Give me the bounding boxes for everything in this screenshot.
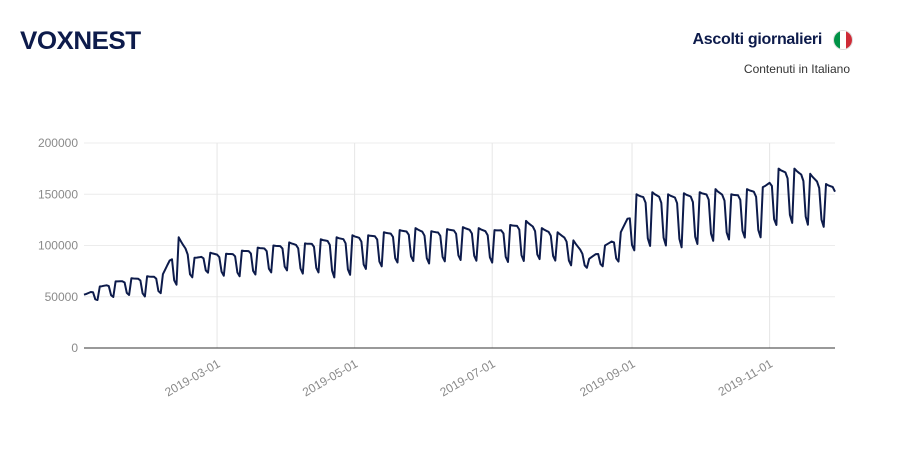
y-tick-label: 150000 <box>38 187 78 201</box>
y-axis-ticks: 0 50000 100000 150000 200000 <box>38 136 78 355</box>
x-tick-label: 2019-09-01 <box>577 356 637 399</box>
y-tick-label: 0 <box>71 341 78 355</box>
y-tick-label: 100000 <box>38 239 78 253</box>
flag-red-band <box>846 31 852 49</box>
y-tick-label: 50000 <box>45 290 79 304</box>
x-axis-ticks: 2019-03-01 2019-05-01 2019-07-01 2019-09-01… <box>162 356 775 399</box>
chart-title: Ascolti giornalieri <box>692 31 823 48</box>
x-tick-label: 2019-03-01 <box>162 356 222 399</box>
flag-white-band <box>840 31 846 49</box>
chart-subtitle: Contenuti in Italiano <box>743 62 850 76</box>
chart-header: Ascolti giornalieri <box>693 31 852 49</box>
x-tick-label: 2019-07-01 <box>438 356 498 399</box>
voxnest-logo: VOXNEST <box>20 27 141 55</box>
series-line <box>83 167 836 301</box>
flag-green-band <box>834 31 840 49</box>
y-tick-label: 200000 <box>38 136 78 150</box>
italy-flag-icon <box>834 31 852 49</box>
x-tick-label: 2019-05-01 <box>300 356 360 399</box>
grid-lines <box>84 142 835 348</box>
x-tick-label: 2019-11-01 <box>716 356 776 399</box>
